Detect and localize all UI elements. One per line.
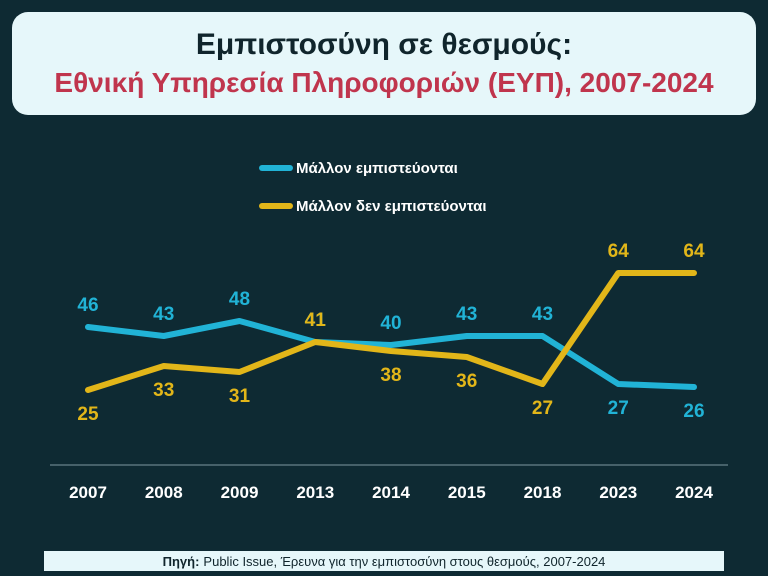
chart-title: Εμπιστοσύνη σε θεσμούς:: [195, 27, 573, 61]
data-label: 48: [229, 289, 250, 310]
legend-label-1: Μάλλον εμπιστεύονται: [296, 160, 458, 177]
source-text: Public Issue, Έρευνα για την εμπιστοσύνη…: [203, 553, 606, 569]
source-footer: Πηγή: Public Issue, Έρευνα για την εμπισ…: [44, 551, 724, 571]
data-label: 33: [153, 380, 174, 401]
data-label: 43: [456, 304, 477, 325]
x-tick-label: 2023: [599, 483, 637, 502]
data-label: 64: [608, 241, 630, 262]
data-label: 41: [305, 310, 327, 331]
data-label: 41: [305, 310, 327, 331]
x-tick-label: 2024: [675, 483, 713, 502]
series-line-2: [85, 270, 697, 393]
legend-label-2: Μάλλον δεν εμπιστεύονται: [296, 198, 487, 215]
data-label: 40: [380, 313, 401, 334]
data-label: 64: [683, 241, 705, 262]
data-label: 43: [532, 304, 553, 325]
chart-subtitle: Εθνική Υπηρεσία Πληροφοριών (ΕΥΠ), 2007-…: [54, 66, 714, 98]
x-tick-label: 2014: [372, 483, 410, 502]
x-tick-label: 2015: [448, 483, 486, 502]
x-tick-label: 2009: [221, 483, 259, 502]
data-label: 27: [608, 398, 629, 419]
data-label: 43: [153, 304, 174, 325]
data-label: 38: [380, 365, 401, 386]
data-label: 46: [77, 295, 98, 316]
data-label: 25: [77, 404, 99, 425]
data-label: 26: [683, 401, 704, 422]
data-label: 36: [456, 371, 477, 392]
series-line-1: [85, 318, 697, 390]
data-label: 31: [229, 386, 251, 407]
x-tick-label: 2018: [524, 483, 562, 502]
title-box: Εμπιστοσύνη σε θεσμούς: Εθνική Υπηρεσία …: [12, 12, 756, 115]
source-label: Πηγή:: [162, 553, 200, 569]
data-label: 27: [532, 398, 553, 419]
x-tick-label: 2013: [296, 483, 334, 502]
x-tick-label: 2008: [145, 483, 183, 502]
x-tick-label: 2007: [69, 483, 107, 502]
